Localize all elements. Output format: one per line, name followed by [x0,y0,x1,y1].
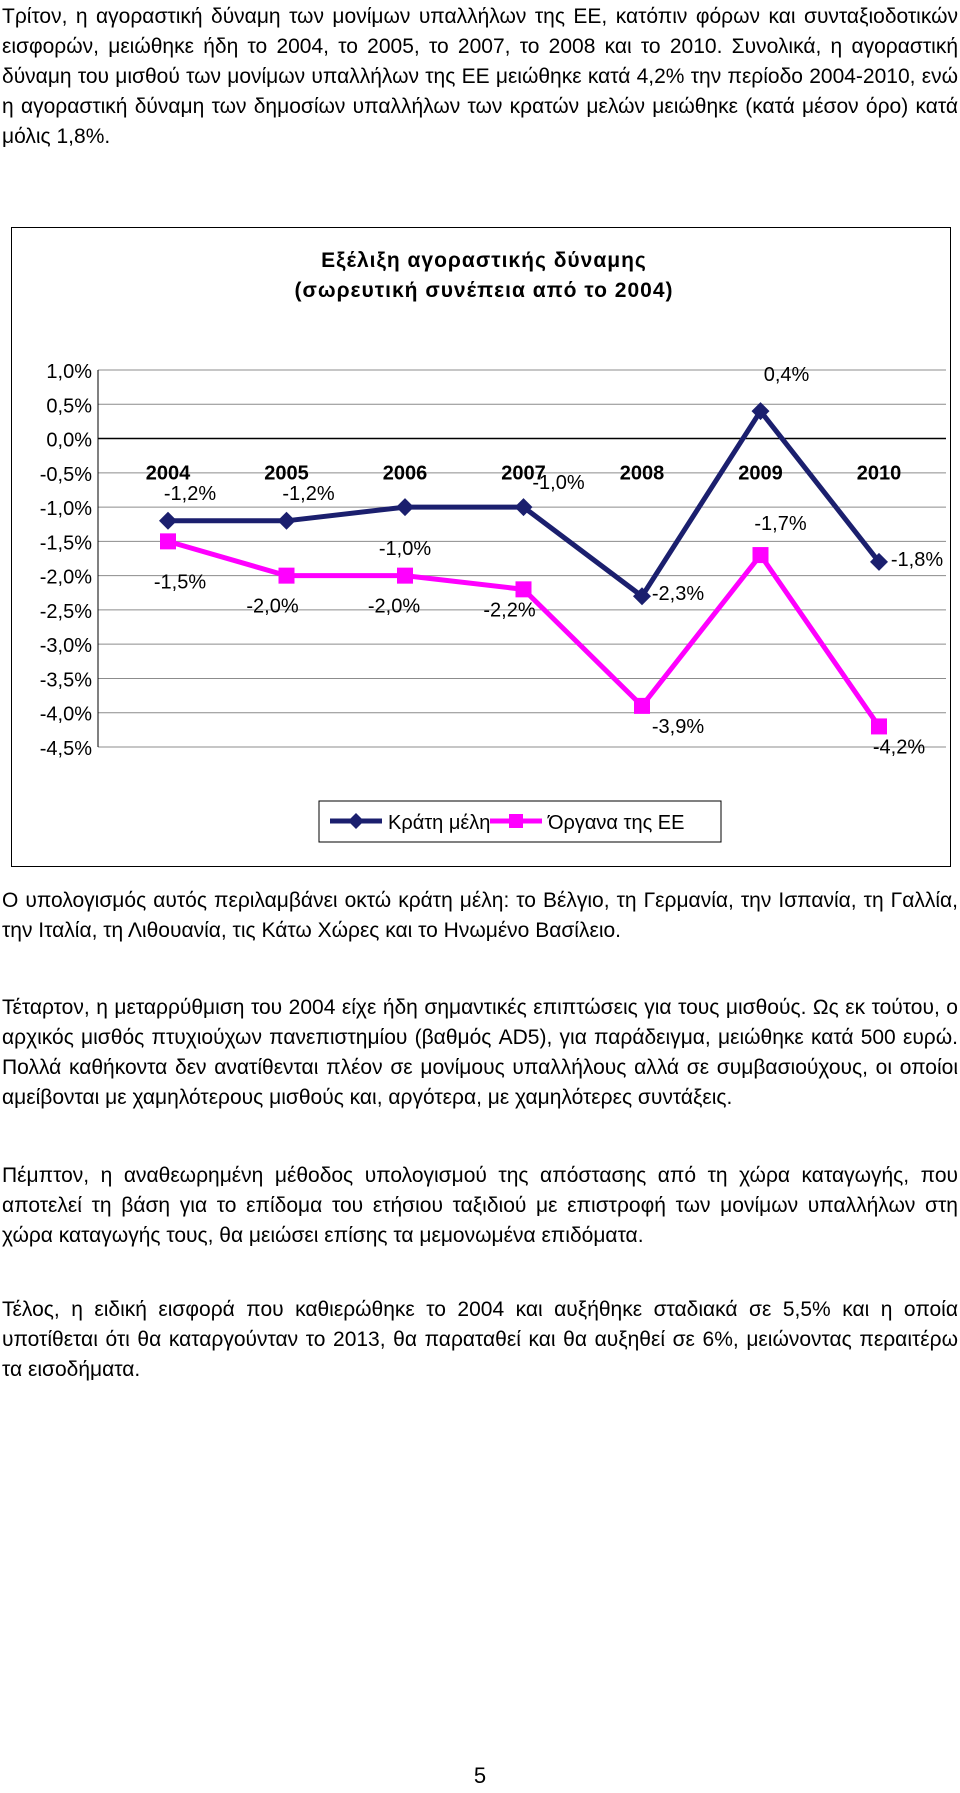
x-tick-label: 2004 [146,463,191,485]
x-tick-label: 2008 [620,463,665,485]
chart-series [159,402,888,735]
data-label: -1,2% [164,483,216,505]
chart-canvas: Εξέλιξη αγοραστικής δύναμης (σωρευτική σ… [40,249,946,843]
data-label: -3,9% [652,716,704,738]
data-point-marker [633,587,651,606]
y-tick-label: -4,0% [40,704,92,726]
paragraph-special-levy: Τέλος, η ειδική εισφορά που καθιερώθηκε … [2,1298,958,1381]
data-point-marker [752,547,769,564]
y-tick-label: -2,5% [40,601,92,623]
data-label: -1,2% [282,483,334,505]
legend-label: Κράτη μέλη [388,812,490,834]
y-tick-label: -4,5% [40,738,92,760]
data-label: -2,3% [652,583,704,605]
x-tick-label: 2007 [501,463,546,485]
chart-title-line1: Εξέλιξη αγοραστικής δύναμης [321,249,647,272]
data-label: -1,0% [379,538,431,560]
data-point-marker [514,498,533,517]
paragraph-member-states-note: Ο υπολογισμός αυτός περιλαμβάνει οκτώ κρ… [2,889,958,942]
data-point-marker [634,697,650,714]
data-point-marker [396,498,414,517]
data-label: -1,0% [532,472,584,494]
x-tick-label: 2006 [383,463,428,485]
series-line-2 [167,538,882,728]
x-tick-label: 2010 [857,463,902,485]
data-point-marker [159,511,177,530]
paragraph-travel-allowance: Πέμπτον, η αναθεωρημένη μέθοδος υπολογισ… [2,1164,958,1247]
data-point-marker [515,581,532,598]
data-label: -2,2% [483,599,535,621]
data-point-marker [277,511,296,530]
y-tick-label: -3,5% [40,669,92,691]
y-tick-label: -1,0% [40,498,92,520]
data-point-marker [160,533,176,550]
chart-axes: 1,0% 0,5% 0,0% -0,5% -1,0% -1,5% -2,0% -2,5% -3,… [40,361,946,760]
legend-marker [509,814,523,828]
legend-label: Όργανα της ΕΕ [547,812,684,834]
y-tick-label: -1,5% [40,532,92,554]
y-tick-label: -0,5% [40,464,92,486]
data-point-marker [751,402,770,421]
data-label: -1,8% [891,549,943,571]
y-tick-label: 0,5% [46,395,92,417]
chart-legend: Κράτη μέλη Όργανα της ΕΕ [318,800,722,843]
data-point-marker [870,552,888,571]
y-tick-label: 1,0% [46,361,92,383]
x-tick-label: 2005 [264,463,309,485]
paragraph-purchasing-power: Τρίτον, η αγοραστική δύναμη των μονίμων … [2,5,958,148]
paragraph-2004-reform: Τέταρτον, η μεταρρύθμιση του 2004 είχε ή… [2,996,958,1109]
data-label: 0,4% [764,364,810,386]
data-label: -2,0% [246,596,298,618]
page-number: 5 [473,1763,487,1788]
chart-title-line2: (σωρευτική συνέπεια από το 2004) [294,279,673,302]
purchasing-power-chart: Εξέλιξη αγοραστικής δύναμης (σωρευτική σ… [11,227,951,867]
data-label: -4,2% [873,736,925,758]
y-tick-label: -3,0% [40,635,92,657]
data-label: -1,7% [754,513,806,535]
y-tick-label: -2,0% [40,567,92,589]
x-tick-label: 2009 [738,463,783,485]
legend-marker [348,813,364,829]
data-point-marker [871,718,887,735]
data-label: -2,0% [368,596,420,618]
data-label: -1,5% [154,571,206,593]
chart-data-labels: -1,2% -1,2% -1,0% -1,0% -2,3% 0,4% -1,8% -1,5% -… [154,364,943,758]
data-point-marker [397,567,413,584]
y-tick-label: 0,0% [46,430,92,452]
data-point-marker [278,567,295,584]
